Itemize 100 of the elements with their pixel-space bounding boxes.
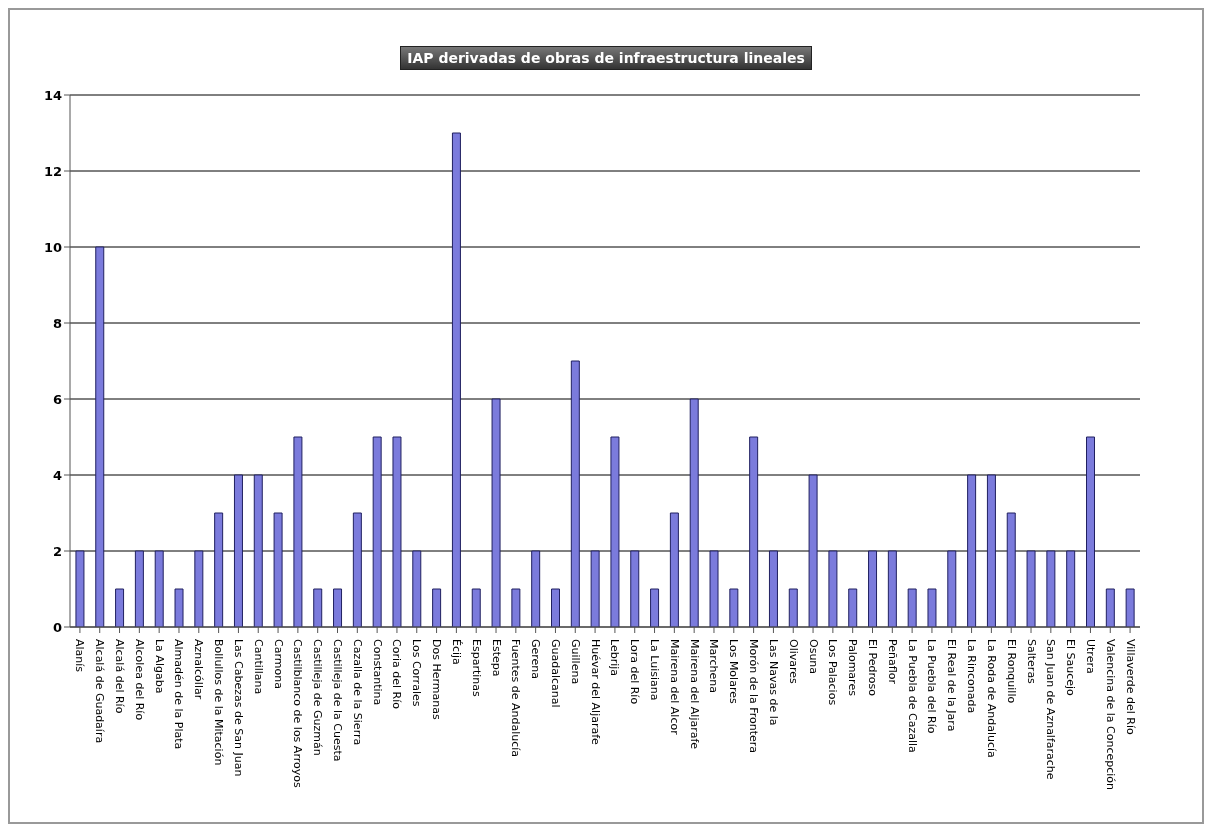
x-tick-label: Peñaflor xyxy=(885,639,899,685)
bar xyxy=(1086,436,1095,627)
x-tick-label: Olivares xyxy=(786,639,800,685)
bar xyxy=(134,550,144,627)
bar xyxy=(808,474,818,627)
bar xyxy=(352,512,362,627)
x-tick-label: Villaverde del Río xyxy=(1123,639,1137,736)
bar xyxy=(451,132,461,627)
x-tick-label: Mairena del Aljarafe xyxy=(687,639,701,750)
bar xyxy=(630,550,640,627)
x-tick-label: Castilleja de Guzmán xyxy=(311,639,325,756)
bar xyxy=(471,588,481,627)
x-tick-label: Osuna xyxy=(806,639,820,675)
y-tick-label: 2 xyxy=(52,543,62,559)
bar xyxy=(412,550,422,627)
bar xyxy=(986,474,996,627)
bar xyxy=(768,550,778,627)
x-tick-label: Guillena xyxy=(568,639,582,685)
x-tick-label: San Juan de Aznalfarache xyxy=(1044,639,1058,780)
bar xyxy=(689,398,699,627)
bar xyxy=(590,550,600,627)
x-tick-label: Palomares xyxy=(846,639,860,697)
x-tick-label: Los Corrales xyxy=(410,639,424,707)
y-tick-label: 6 xyxy=(52,391,62,407)
x-tick-label: La Roda de Andalucía xyxy=(984,639,998,758)
y-tick-label: 0 xyxy=(52,619,62,635)
bar xyxy=(1125,588,1135,627)
bar xyxy=(927,588,937,627)
y-tick-label: 8 xyxy=(52,315,62,331)
x-tick-label: Bollullos de la Mitación xyxy=(212,639,226,766)
x-tick-label: La Puebla de Cazalla xyxy=(905,639,919,753)
bar xyxy=(848,588,858,627)
x-tick-label: El Real de la Jara xyxy=(945,639,959,732)
x-tick-label: Espartinas xyxy=(469,639,483,698)
x-tick-label: Valencina de la Concepción xyxy=(1103,639,1117,791)
x-tick-label: Castilleja de la Cuesta xyxy=(331,639,344,762)
x-tick-label: Las Navas de la xyxy=(766,639,780,726)
bar xyxy=(907,588,917,627)
bar xyxy=(491,398,501,627)
y-tick-label: 10 xyxy=(43,239,62,255)
bar xyxy=(709,550,719,627)
x-tick-label: Alcalá de Guadaíra xyxy=(93,639,107,744)
bar xyxy=(154,550,164,627)
x-tick-label: Alanís xyxy=(73,639,87,673)
x-tick-label: La Algaba xyxy=(152,639,166,694)
bar xyxy=(1105,588,1115,627)
x-tick-label: El Saucejo xyxy=(1064,639,1078,697)
x-tick-label: Dos Hermanas xyxy=(430,639,444,720)
bar xyxy=(729,588,739,627)
x-tick-label: La Puebla del Río xyxy=(925,639,939,734)
bar xyxy=(788,588,798,627)
bar xyxy=(253,474,263,627)
bar xyxy=(570,360,580,627)
y-tick-label: 4 xyxy=(52,467,62,483)
bar xyxy=(947,550,957,627)
bar xyxy=(828,550,838,627)
x-tick-label: Alcalá del Río xyxy=(113,639,127,714)
y-tick-label: 12 xyxy=(43,163,62,179)
x-tick-label: Los Palacios xyxy=(826,639,840,706)
x-tick-label: Marchena xyxy=(707,639,721,694)
x-tick-label: Castilblanco de los Arroyos xyxy=(291,639,305,788)
x-tick-label: La Rinconada xyxy=(965,639,979,714)
x-tick-label: Constantina xyxy=(370,639,384,706)
bar xyxy=(967,474,977,627)
x-tick-label: Cantillana xyxy=(251,639,265,695)
bar xyxy=(214,512,224,627)
x-tick-label: Las Cabezas de San Juan xyxy=(231,639,245,777)
x-tick-label: Lora del Río xyxy=(628,639,642,705)
x-tick-label: Morón de la Frontera xyxy=(747,639,761,754)
x-tick-label: Mairena del Alcor xyxy=(667,639,681,736)
bar xyxy=(293,436,303,627)
bar xyxy=(1026,550,1036,627)
bar xyxy=(313,588,323,627)
bar xyxy=(75,550,85,627)
bar xyxy=(115,588,125,627)
x-tick-label: Salteras xyxy=(1024,639,1038,685)
x-tick-label: Guadalcanal xyxy=(548,639,562,708)
x-tick-label: El Ronquillo xyxy=(1004,639,1018,704)
x-tick-label: Aznalcóllar xyxy=(192,639,206,700)
bar xyxy=(333,588,343,627)
bar xyxy=(194,550,204,627)
bar xyxy=(749,436,759,627)
x-tick-label: Fuentes de Andalucía xyxy=(509,639,523,758)
x-tick-label: Coria del Río xyxy=(390,639,404,710)
bar xyxy=(372,436,382,627)
bar xyxy=(1066,550,1076,627)
bar xyxy=(610,436,620,627)
x-tick-label: La Luisiana xyxy=(648,639,662,701)
x-tick-label: Huévar del Aljarafe xyxy=(588,639,602,746)
x-tick-label: El Pedroso xyxy=(866,639,879,697)
x-tick-label: Alcolea del Río xyxy=(132,639,146,721)
y-tick-label: 14 xyxy=(43,87,62,103)
bar xyxy=(233,474,243,627)
bar xyxy=(273,512,283,627)
bar xyxy=(1046,550,1056,627)
bar xyxy=(551,588,560,627)
bar xyxy=(1006,512,1016,627)
x-tick-label: Écija xyxy=(449,639,463,665)
x-tick-label: Los Molares xyxy=(727,639,741,704)
bar xyxy=(95,246,105,627)
